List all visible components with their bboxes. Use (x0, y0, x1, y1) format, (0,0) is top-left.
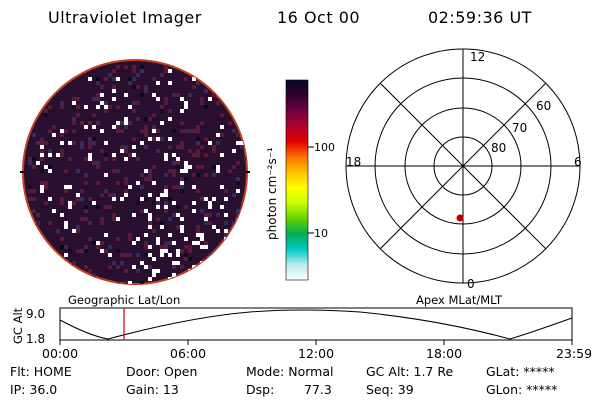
status-gain: Gain: 13 (126, 382, 179, 397)
time-tick-1200: 12:00 (298, 346, 334, 361)
mlt-label-0: 0 (467, 277, 475, 291)
altitude-ytick-high: 9.0 (26, 307, 45, 321)
status-glat: GLat: ***** (486, 364, 555, 379)
time-tick-1800: 18:00 (426, 346, 462, 361)
altitude-plot: Geographic Lat/Lon Apex MLat/MLT GC Alt … (11, 293, 592, 361)
status-glon: GLon: ***** (486, 382, 558, 397)
status-mode: Mode: Normal (246, 364, 334, 379)
status-gc-alt: GC Alt: 1.7 Re (366, 364, 454, 379)
altitude-ylabel: GC Alt (11, 307, 25, 344)
colorbar-tick-10: 10 (314, 227, 328, 240)
colorbar-unit-label: photon cm⁻²s⁻¹ (265, 147, 279, 240)
colorbar: 100 10 photon cm⁻²s⁻¹ (265, 79, 335, 281)
mlt-label-6: 6 (574, 155, 582, 169)
time-tick-2359: 23:59 (556, 346, 592, 361)
altitude-ytick-low: 1.8 (26, 332, 45, 346)
orbit-altitude-curve (59, 309, 573, 340)
uv-image-pixels (28, 65, 247, 284)
altitude-title-left: Geographic Lat/Lon (68, 293, 180, 307)
observation-time: 02:59:36 UT (428, 8, 532, 27)
lat-label-60: 60 (536, 99, 551, 113)
lat-label-70: 70 (512, 121, 527, 135)
uv-image-disk (20, 59, 250, 285)
instrument-title: Ultraviolet Imager (48, 8, 202, 27)
polar-plot (345, 48, 581, 284)
status-ip: IP: 36.0 (10, 382, 58, 397)
mlt-label-12: 12 (470, 50, 485, 64)
time-tick-0600: 06:00 (170, 346, 206, 361)
status-dsp-value: 77.3 (304, 382, 332, 397)
observation-date: 16 Oct 00 (277, 8, 361, 27)
spacecraft-position-marker (456, 214, 464, 222)
lat-label-80: 80 (491, 141, 506, 155)
status-seq: Seq: 39 (366, 382, 414, 397)
status-door: Door: Open (126, 364, 198, 379)
colorbar-tick-100: 100 (314, 141, 335, 154)
status-flight: Flt: HOME (10, 364, 72, 379)
time-tick-0000: 00:00 (42, 346, 78, 361)
mlt-label-18: 18 (346, 155, 361, 169)
colorbar-scale (285, 79, 309, 281)
status-dsp-label: Dsp: (246, 382, 275, 397)
altitude-title-right: Apex MLat/MLT (416, 293, 503, 307)
